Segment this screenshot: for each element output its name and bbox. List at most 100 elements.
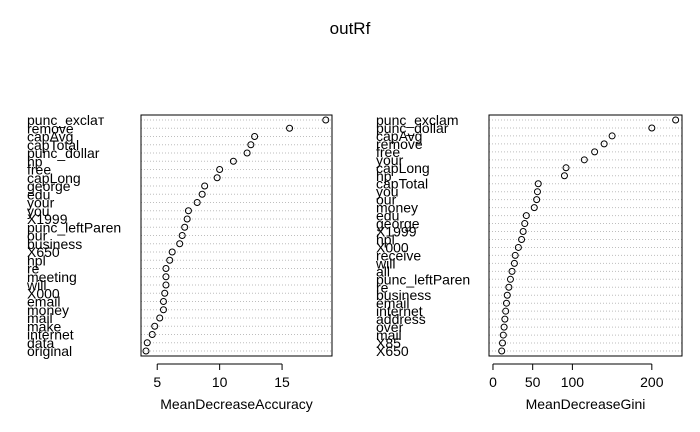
data-point bbox=[151, 322, 159, 330]
data-point bbox=[533, 196, 541, 204]
data-point bbox=[201, 182, 209, 190]
x-axis-label: MeanDecreaseAccuracy bbox=[160, 396, 313, 412]
data-point bbox=[216, 166, 224, 173]
category-label: email bbox=[376, 295, 409, 311]
x-tick-label: 0 bbox=[489, 374, 497, 390]
category-label: address bbox=[376, 311, 426, 327]
figure-title: outRf bbox=[330, 19, 371, 38]
panel-mean-decrease-gini: punc_exclampunc_dollarcapAvgremovefreeyo… bbox=[375, 112, 683, 412]
data-point bbox=[522, 212, 530, 220]
category-label: re bbox=[27, 261, 40, 277]
category-label: business bbox=[376, 287, 431, 303]
data-point bbox=[600, 140, 608, 148]
data-point bbox=[168, 248, 176, 256]
category-label: you bbox=[376, 184, 399, 200]
x-tick-label: 100 bbox=[561, 374, 585, 390]
category-label: edu bbox=[27, 186, 50, 202]
data-point bbox=[511, 251, 519, 259]
data-point bbox=[608, 132, 616, 140]
data-point bbox=[500, 323, 508, 331]
category-label: capLong bbox=[376, 160, 430, 176]
category-label: remove bbox=[376, 136, 423, 152]
category-label: will bbox=[26, 277, 46, 293]
category-label: meeting bbox=[27, 269, 77, 285]
data-point bbox=[184, 207, 192, 215]
data-point bbox=[162, 265, 170, 272]
category-label: X1999 bbox=[376, 224, 417, 240]
category-label: receive bbox=[376, 247, 421, 263]
category-label: hpl bbox=[27, 252, 46, 268]
data-point bbox=[198, 190, 206, 198]
data-point bbox=[286, 124, 294, 132]
data-point bbox=[580, 156, 588, 164]
data-point bbox=[143, 339, 151, 347]
data-point bbox=[503, 291, 511, 299]
data-point bbox=[499, 339, 507, 347]
category-label: hp bbox=[376, 168, 392, 184]
data-point bbox=[193, 199, 201, 206]
data-point bbox=[162, 273, 170, 281]
data-point bbox=[181, 223, 189, 231]
category-label: capLong bbox=[27, 170, 81, 186]
category-label: punc_exclam bbox=[376, 112, 459, 128]
category-label: business bbox=[27, 236, 82, 252]
x-tick-label: 15 bbox=[274, 374, 290, 390]
data-point bbox=[560, 172, 568, 180]
data-point bbox=[322, 116, 330, 124]
data-point bbox=[501, 315, 509, 323]
plot-frame bbox=[140, 114, 333, 357]
category-label: X1999 bbox=[27, 211, 68, 227]
category-label: mail bbox=[376, 327, 402, 343]
plot-frame bbox=[488, 114, 683, 357]
x-axis-label: MeanDecreaseGini bbox=[526, 396, 646, 412]
data-point bbox=[247, 141, 255, 149]
category-label: capAvg bbox=[376, 128, 422, 144]
category-label: all bbox=[376, 263, 390, 279]
category-label: X650 bbox=[376, 343, 409, 359]
data-point bbox=[502, 299, 510, 307]
data-point bbox=[161, 289, 169, 297]
category-label: email bbox=[27, 294, 60, 310]
category-label: data bbox=[27, 335, 54, 351]
data-point bbox=[510, 259, 518, 267]
data-point bbox=[156, 314, 164, 322]
category-label: hp bbox=[27, 153, 43, 169]
data-point bbox=[499, 331, 507, 339]
category-label: george bbox=[376, 216, 420, 232]
category-label: money bbox=[27, 302, 69, 318]
category-label: your bbox=[376, 152, 404, 168]
data-point bbox=[178, 232, 186, 239]
category-label: X000 bbox=[27, 285, 60, 301]
data-point bbox=[648, 124, 656, 132]
category-label: our bbox=[376, 192, 397, 208]
category-label: X85 bbox=[376, 335, 401, 351]
x-tick-label: 200 bbox=[640, 374, 664, 390]
category-label: our bbox=[27, 228, 48, 244]
data-point bbox=[530, 204, 538, 212]
category-label: free bbox=[27, 162, 51, 178]
category-label: george bbox=[27, 178, 71, 194]
data-point bbox=[508, 267, 516, 275]
data-point bbox=[591, 148, 599, 156]
data-point bbox=[505, 283, 513, 291]
data-point bbox=[183, 215, 191, 223]
category-label: make bbox=[27, 318, 61, 334]
data-point bbox=[534, 180, 542, 188]
category-label: remove bbox=[27, 120, 74, 136]
data-point bbox=[514, 243, 522, 251]
category-label: X000 bbox=[376, 239, 409, 255]
data-point bbox=[229, 157, 237, 165]
data-point bbox=[519, 228, 527, 236]
data-point bbox=[159, 306, 167, 314]
category-label: internet bbox=[27, 327, 74, 343]
data-point bbox=[518, 235, 526, 243]
category-label: capTotal bbox=[27, 137, 79, 153]
data-point bbox=[243, 149, 251, 157]
x-tick-label: 50 bbox=[525, 374, 541, 390]
category-label: you bbox=[27, 203, 50, 219]
data-point bbox=[562, 164, 570, 172]
data-point bbox=[176, 240, 184, 248]
category-label: free bbox=[376, 144, 400, 160]
